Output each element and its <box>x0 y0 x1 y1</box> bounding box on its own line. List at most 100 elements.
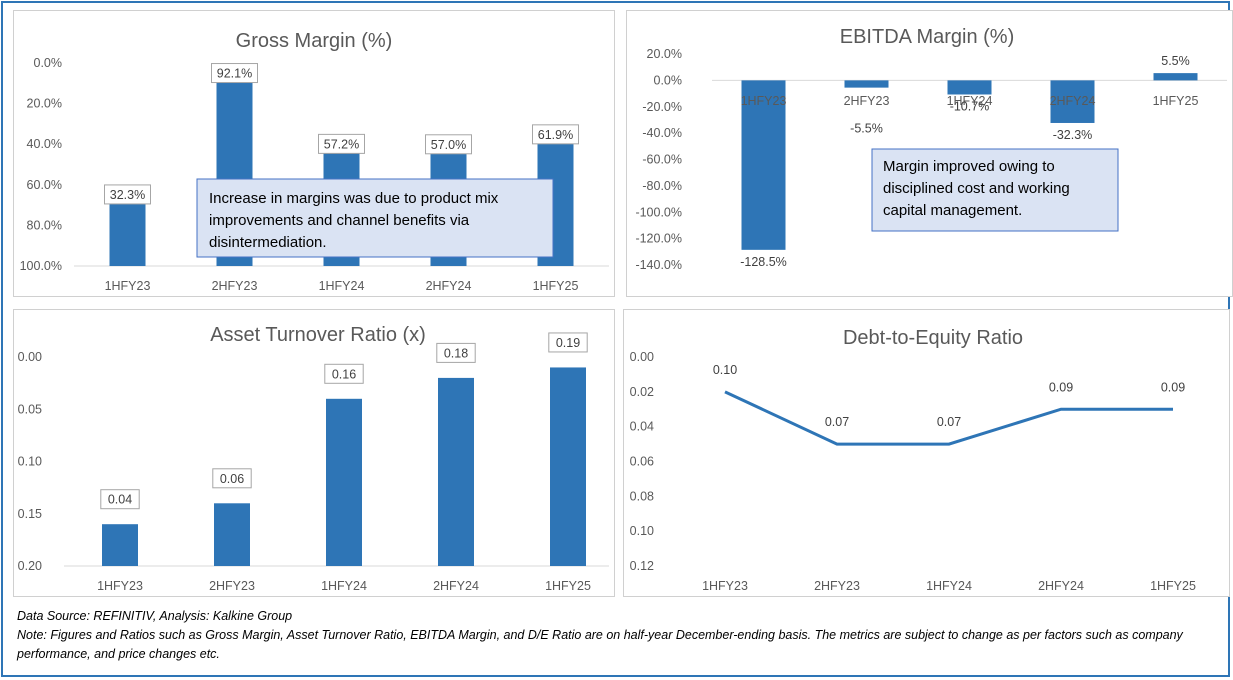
de-data-label: 0.09 <box>1049 380 1073 394</box>
asset-x-tick: 2HFY24 <box>433 579 479 593</box>
ebitda-margin-panel: EBITDA Margin (%) 20.0% 0.0% -20.0% -40.0% -6… <box>626 10 1233 297</box>
ebitda-data-label: -10.7% <box>950 99 990 113</box>
asset-y-tick: 0.15 <box>18 507 42 521</box>
asset-data-label: 0.06 <box>220 472 244 486</box>
ebitda-x-tick: 1HFY25 <box>1153 94 1199 108</box>
asset-y-tick: 0.00 <box>18 350 42 364</box>
gross-data-label: 92.1% <box>217 67 252 81</box>
gross-x-tick: 2HFY23 <box>212 279 258 293</box>
gross-callout-line: Increase in margins was due to product m… <box>209 190 499 207</box>
debt-equity-chart: Debt-to-Equity Ratio 0.00 0.02 0.04 0.06 0.08… <box>630 327 1196 593</box>
asset-y-tick: 0.05 <box>18 402 42 416</box>
gross-x-tick: 1HFY23 <box>105 279 151 293</box>
gross-chart-title: Gross Margin (%) <box>236 30 393 52</box>
asset-bar <box>438 377 474 566</box>
asset-y-tick: 0.10 <box>18 455 42 469</box>
de-data-label: 0.07 <box>937 415 961 429</box>
asset-data-label-box <box>548 332 588 353</box>
de-x-tick: 1HFY23 <box>702 579 748 593</box>
data-source-text: Data Source: REFINITIV, Analysis: Kalkin… <box>17 609 293 623</box>
asset-x-tick: 1HFY25 <box>545 579 591 593</box>
asset-data-label: 0.04 <box>108 493 132 507</box>
ebitda-data-label: -32.3% <box>1053 128 1093 142</box>
asset-x-tick: 1HFY23 <box>97 579 143 593</box>
ebitda-x-tick: 1HFY24 <box>947 94 993 108</box>
ebitda-data-label: -128.5% <box>740 255 787 269</box>
ebitda-y-tick: 0.0% <box>654 73 683 87</box>
asset-data-label: 0.18 <box>444 346 468 360</box>
de-series-line <box>724 390 1173 446</box>
asset-x-tick: 1HFY24 <box>321 579 367 593</box>
gross-margin-panel: Gross Margin (%) 0.0% 20.0% 40.0% 60.0% 80.0%… <box>13 10 615 297</box>
de-y-tick: 0.00 <box>630 350 654 364</box>
gross-callout-line: improvements and channel benefits via <box>209 212 470 229</box>
gross-x-tick: 2HFY24 <box>426 279 472 293</box>
de-y-tick: 0.12 <box>630 559 654 573</box>
ebitda-data-label: 5.5% <box>1161 54 1190 68</box>
ebitda-bar <box>1050 80 1095 123</box>
de-data-label: 0.09 <box>1161 380 1185 394</box>
debt-equity-panel: Debt-to-Equity Ratio 0.00 0.02 0.04 0.06 0.08… <box>623 309 1230 597</box>
asset-bar <box>102 524 138 566</box>
de-y-tick: 0.04 <box>630 420 654 434</box>
ebitda-callout-box <box>871 148 1119 232</box>
asset-data-label-box <box>212 468 252 489</box>
gross-y-tick: 100.0% <box>20 259 62 273</box>
ebitda-y-tick: 20.0% <box>647 47 682 61</box>
ebitda-bar <box>947 80 992 95</box>
gross-x-tick: 1HFY25 <box>533 279 579 293</box>
ebitda-x-tick: 2HFY24 <box>1050 94 1096 108</box>
ebitda-margin-chart: EBITDA Margin (%) 20.0% 0.0% -20.0% -40.0% -6… <box>635 26 1227 272</box>
gross-data-label: 57.0% <box>431 138 466 152</box>
gross-x-tick: 1HFY24 <box>319 279 365 293</box>
asset-data-label-box <box>324 363 364 384</box>
asset-data-label-box <box>100 489 140 510</box>
ebitda-y-tick: -20.0% <box>642 100 682 114</box>
ebitda-callout-line: Margin improved owing to <box>883 158 1055 175</box>
asset-y-tick: 0.20 <box>18 559 42 573</box>
gross-callout-line: disintermediation. <box>209 234 327 251</box>
gross-data-label-box <box>104 184 151 205</box>
de-y-tick: 0.06 <box>630 455 654 469</box>
ebitda-bar <box>844 80 889 88</box>
asset-data-label: 0.19 <box>556 336 580 350</box>
gross-bar <box>109 200 146 266</box>
gross-y-tick: 80.0% <box>27 218 62 232</box>
ebitda-x-tick: 2HFY23 <box>844 94 890 108</box>
asset-bar <box>214 503 250 566</box>
gross-data-label-box <box>211 63 258 84</box>
de-data-label: 0.07 <box>825 415 849 429</box>
gross-data-label-box <box>318 133 365 154</box>
footer: Data Source: REFINITIV, Analysis: Kalkin… <box>17 607 1227 664</box>
gross-callout-box <box>196 178 554 258</box>
ebitda-y-tick: -80.0% <box>642 179 682 193</box>
ebitda-callout-line: capital management. <box>883 202 1022 219</box>
ebitda-x-tick: 1HFY23 <box>741 94 787 108</box>
de-y-tick: 0.10 <box>630 524 654 538</box>
asset-bar <box>550 367 586 566</box>
asset-turnover-panel: Asset Turnover Ratio (x) 0.00 0.05 0.10 0.15… <box>13 309 615 597</box>
ebitda-y-tick: -100.0% <box>635 205 682 219</box>
gross-y-tick: 60.0% <box>27 178 62 192</box>
gross-y-tick: 20.0% <box>27 97 62 111</box>
de-y-tick: 0.02 <box>630 385 654 399</box>
gross-data-label: 32.3% <box>110 188 145 202</box>
de-x-tick: 2HFY23 <box>814 579 860 593</box>
de-chart-title: Debt-to-Equity Ratio <box>843 327 1023 349</box>
ebitda-chart-title: EBITDA Margin (%) <box>840 26 1014 48</box>
asset-data-label: 0.16 <box>332 367 356 381</box>
ebitda-callout-line: disciplined cost and working <box>883 180 1070 197</box>
de-data-label: 0.10 <box>713 363 737 377</box>
asset-turnover-chart: Asset Turnover Ratio (x) 0.00 0.05 0.10 0.15… <box>18 324 609 593</box>
de-y-tick: 0.08 <box>630 489 654 503</box>
gross-data-label: 57.2% <box>324 137 359 151</box>
ebitda-y-tick: -140.0% <box>635 258 682 272</box>
de-x-tick: 2HFY24 <box>1038 579 1084 593</box>
asset-bar <box>326 398 362 566</box>
asset-x-tick: 2HFY23 <box>209 579 255 593</box>
ebitda-data-label: -5.5% <box>850 121 883 135</box>
gross-y-tick: 40.0% <box>27 137 62 151</box>
ebitda-y-tick: -40.0% <box>642 126 682 140</box>
de-x-tick: 1HFY24 <box>926 579 972 593</box>
